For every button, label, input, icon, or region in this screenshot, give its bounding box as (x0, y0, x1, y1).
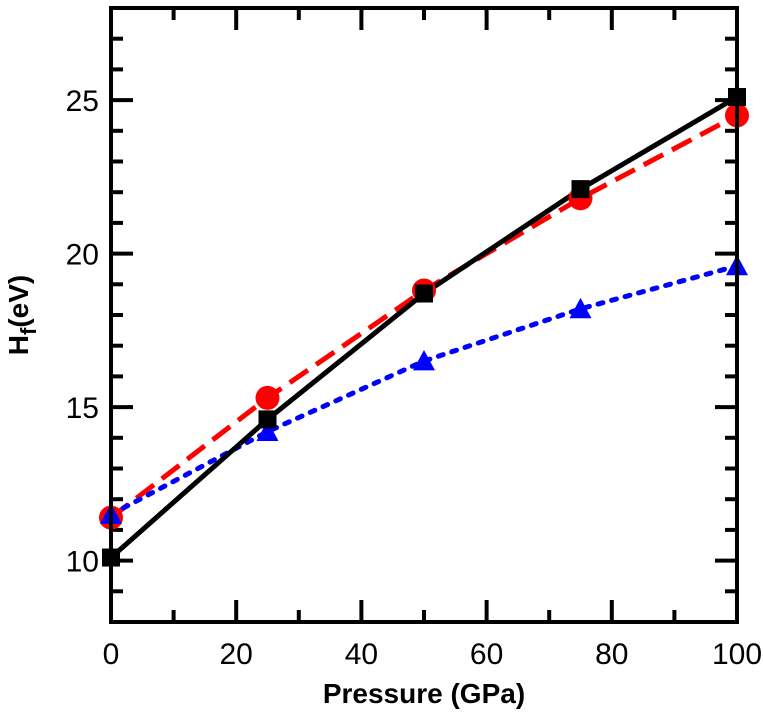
series-line-circles-dashed (109, 113, 739, 520)
x-tick-label: 40 (345, 638, 378, 671)
data-point-triangle (256, 420, 279, 442)
series-lines-layer (108, 94, 740, 560)
data-point-circle (255, 385, 280, 410)
x-axis-title: Pressure (GPa) (323, 678, 525, 709)
y-axis-title: Hf(eV) (3, 275, 41, 355)
x-tick-label: 0 (103, 638, 120, 671)
y-tick-label: 15 (66, 392, 99, 425)
y-axis-title-subscript: f (16, 327, 41, 335)
plot-frame (109, 6, 739, 624)
x-tick-label: 80 (595, 638, 628, 671)
data-point-square (415, 284, 433, 303)
data-point-triangle (413, 350, 435, 371)
data-point-square (258, 410, 277, 429)
y-axis-title-unit: (eV) (3, 275, 34, 328)
tick-marks-layer (109, 6, 739, 624)
y-axis-title-main: H (3, 335, 34, 355)
series-line-squares-solid (109, 94, 739, 560)
y-tick-label: 25 (66, 85, 99, 118)
tick-labels-layer: 0 20 40 60 80 100 10 15 20 25 (66, 85, 762, 671)
x-tick-label: 20 (220, 638, 253, 671)
x-tick-label: 100 (712, 638, 762, 671)
y-tick-label: 10 (66, 546, 99, 579)
data-point-square (571, 180, 590, 199)
x-tick-label: 60 (470, 638, 503, 671)
y-tick-label: 20 (66, 239, 99, 272)
data-point-triangle (569, 297, 592, 319)
